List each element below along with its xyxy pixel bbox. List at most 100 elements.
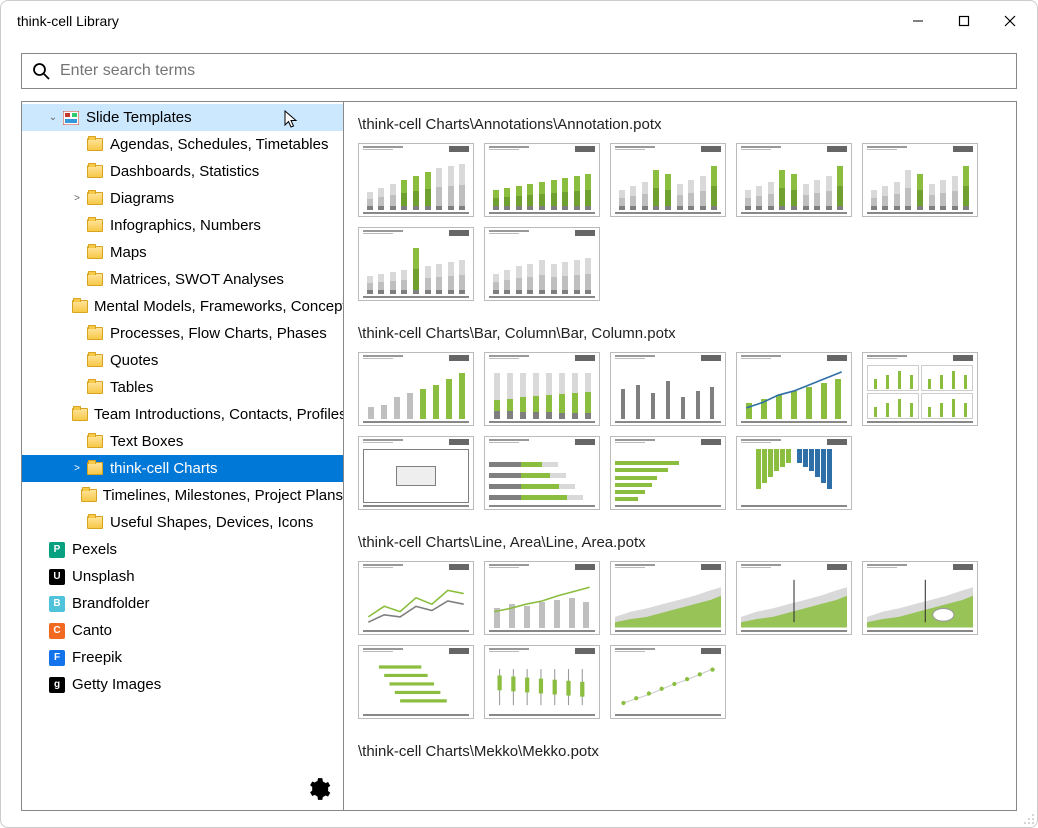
tree-inner: ⌄ Slide Templates Agendas, Schedules, Ti…	[22, 102, 343, 700]
tree-root-label: Slide Templates	[86, 109, 192, 126]
slide-thumbnail[interactable]	[358, 561, 474, 635]
slide-thumbnail[interactable]	[862, 143, 978, 217]
search-input[interactable]	[60, 62, 1006, 80]
tree-item-quotes[interactable]: Quotes	[22, 347, 343, 374]
tree-item-canto[interactable]: C Canto	[22, 617, 343, 644]
slide-thumbnail[interactable]	[610, 352, 726, 426]
slide-thumbnail[interactable]	[736, 561, 852, 635]
slide-thumbnail[interactable]	[358, 143, 474, 217]
tree-item-agendas-schedules-timetables[interactable]: Agendas, Schedules, Timetables	[22, 131, 343, 158]
thumbnail-grid	[358, 352, 1002, 510]
thumbnail-grid	[358, 561, 1002, 719]
close-button[interactable]	[987, 5, 1033, 37]
slide-thumbnail[interactable]	[736, 436, 852, 510]
folder-icon	[86, 379, 104, 397]
tree-item-label: Pexels	[72, 541, 117, 558]
chevron-icon: >	[70, 463, 84, 474]
settings-button[interactable]	[305, 776, 333, 804]
pexels-icon: P	[48, 541, 66, 559]
slide-thumbnail[interactable]	[484, 143, 600, 217]
slide-thumbnail[interactable]	[358, 436, 474, 510]
tree-item-label: Freepik	[72, 649, 122, 666]
slide-thumbnail[interactable]	[358, 227, 474, 301]
folder-icon	[86, 244, 104, 262]
slide-thumbnail[interactable]	[610, 436, 726, 510]
tree-item-text-boxes[interactable]: Text Boxes	[22, 428, 343, 455]
slide-thumbnail[interactable]	[484, 645, 600, 719]
folder-tree[interactable]: ⌄ Slide Templates Agendas, Schedules, Ti…	[22, 102, 344, 810]
folder-icon	[86, 136, 104, 154]
chevron-down-icon: ⌄	[46, 112, 60, 123]
tree-item-label: Agendas, Schedules, Timetables	[110, 136, 328, 153]
tree-root-slide-templates[interactable]: ⌄ Slide Templates	[22, 104, 343, 131]
thumbnail-content[interactable]: \think-cell Charts\Annotations\Annotatio…	[344, 102, 1016, 810]
slide-thumbnail[interactable]	[610, 645, 726, 719]
tree-item-label: Mental Models, Frameworks, Concepts	[94, 298, 344, 315]
tree-item-think-cell-charts[interactable]: >think-cell Charts	[22, 455, 343, 482]
slide-thumbnail[interactable]	[862, 561, 978, 635]
folder-icon	[86, 217, 104, 235]
tree-item-tables[interactable]: Tables	[22, 374, 343, 401]
gear-icon	[305, 776, 331, 802]
tree-item-freepik[interactable]: FFreepik	[22, 644, 343, 671]
tree-item-dashboards-statistics[interactable]: Dashboards, Statistics	[22, 158, 343, 185]
search-bar[interactable]	[21, 53, 1017, 89]
tree-item-timelines-milestones-project-plans[interactable]: Timelines, Milestones, Project Plans	[22, 482, 343, 509]
slide-thumbnail[interactable]	[736, 352, 852, 426]
getty-images-icon: g	[48, 676, 66, 694]
section-title: \think-cell Charts\Bar, Column\Bar, Colu…	[358, 325, 1002, 342]
tree-item-label: Canto	[72, 622, 112, 639]
maximize-button[interactable]	[941, 5, 987, 37]
slide-thumbnail[interactable]	[358, 645, 474, 719]
section-title: \think-cell Charts\Line, Area\Line, Area…	[358, 534, 1002, 551]
tree-item-diagrams[interactable]: >Diagrams	[22, 185, 343, 212]
tree-item-brandfolder[interactable]: B Brandfolder	[22, 590, 343, 617]
tree-item-matrices-swot-analyses[interactable]: Matrices, SWOT Analyses	[22, 266, 343, 293]
tree-item-pexels[interactable]: P Pexels	[22, 536, 343, 563]
maximize-icon	[958, 15, 970, 27]
tree-item-label: Quotes	[110, 352, 158, 369]
folder-icon	[86, 460, 104, 478]
section-title: \think-cell Charts\Mekko\Mekko.potx	[358, 743, 1002, 760]
slide-thumbnail[interactable]	[610, 143, 726, 217]
tree-item-label: Diagrams	[110, 190, 174, 207]
tree-item-label: Useful Shapes, Devices, Icons	[110, 514, 313, 531]
window-titlebar: think-cell Library	[1, 1, 1037, 41]
slide-thumbnail[interactable]	[610, 561, 726, 635]
tree-item-useful-shapes-devices-icons[interactable]: Useful Shapes, Devices, Icons	[22, 509, 343, 536]
tree-item-label: Matrices, SWOT Analyses	[110, 271, 284, 288]
unsplash-icon: U	[48, 568, 66, 586]
slide-thumbnail[interactable]	[484, 352, 600, 426]
tree-item-unsplash[interactable]: UUnsplash	[22, 563, 343, 590]
tree-item-label: Tables	[110, 379, 153, 396]
tree-item-label: Dashboards, Statistics	[110, 163, 259, 180]
window-title: think-cell Library	[17, 13, 895, 29]
tree-item-processes-flow-charts-phases[interactable]: Processes, Flow Charts, Phases	[22, 320, 343, 347]
main-panel: ⌄ Slide Templates Agendas, Schedules, Ti…	[21, 101, 1017, 811]
folder-icon	[86, 325, 104, 343]
slide-thumbnail[interactable]	[862, 352, 978, 426]
tree-item-infographics-numbers[interactable]: Infographics, Numbers	[22, 212, 343, 239]
brandfolder-icon: B	[48, 595, 66, 613]
slide-thumbnail[interactable]	[484, 436, 600, 510]
tree-item-maps[interactable]: Maps	[22, 239, 343, 266]
tree-item-label: Processes, Flow Charts, Phases	[110, 325, 327, 342]
folder-icon	[72, 406, 88, 424]
thumbnail-grid	[358, 143, 1002, 301]
tree-item-mental-models-frameworks-concepts[interactable]: Mental Models, Frameworks, Concepts	[22, 293, 343, 320]
tree-item-label: Infographics, Numbers	[110, 217, 261, 234]
tree-item-label: Getty Images	[72, 676, 161, 693]
tree-item-team-introductions-contacts-profiles[interactable]: Team Introductions, Contacts, Profiles	[22, 401, 343, 428]
tree-item-getty-images[interactable]: g Getty Images	[22, 671, 343, 698]
slide-thumbnail[interactable]	[358, 352, 474, 426]
canto-icon: C	[48, 622, 66, 640]
resize-grip-icon[interactable]	[1021, 811, 1035, 825]
folder-icon	[81, 487, 97, 505]
slide-thumbnail[interactable]	[484, 227, 600, 301]
minimize-button[interactable]	[895, 5, 941, 37]
slide-thumbnail[interactable]	[736, 143, 852, 217]
tree-item-label: Text Boxes	[110, 433, 183, 450]
slide-thumbnail[interactable]	[484, 561, 600, 635]
tree-item-label: Timelines, Milestones, Project Plans	[103, 487, 343, 504]
tree-item-label: Brandfolder	[72, 595, 150, 612]
